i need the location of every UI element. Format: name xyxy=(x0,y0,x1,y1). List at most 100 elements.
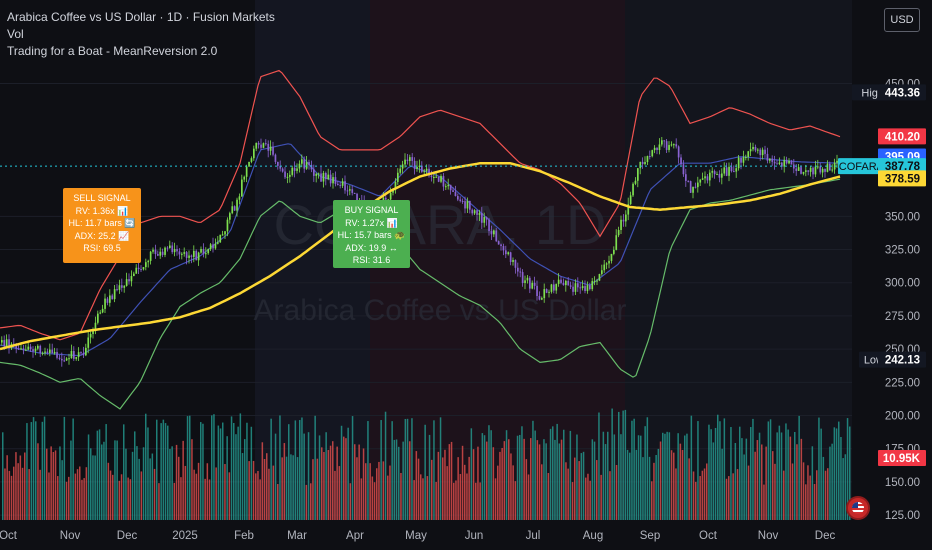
candle-body xyxy=(238,196,241,200)
candle-body xyxy=(418,165,421,167)
candle-body xyxy=(154,249,157,255)
volume-bar xyxy=(343,436,345,520)
price-label-box xyxy=(878,351,926,368)
volume-bar xyxy=(523,438,525,520)
volume-bar xyxy=(193,469,195,520)
volume-bar xyxy=(622,410,624,520)
volume-bar xyxy=(325,432,327,520)
candle-body xyxy=(257,143,260,145)
candle-body xyxy=(183,252,186,254)
candle-body xyxy=(404,159,406,165)
candle-body xyxy=(461,200,464,202)
volume-bar xyxy=(149,458,151,520)
candle-body xyxy=(785,159,788,164)
currency-button[interactable]: USD xyxy=(884,8,920,32)
volume-bar xyxy=(701,470,704,520)
candle-body xyxy=(145,262,147,268)
candle-body xyxy=(581,286,584,289)
volume-bar xyxy=(448,444,451,520)
volume-bar xyxy=(48,472,50,520)
volume-bar xyxy=(563,429,565,520)
volume-bar xyxy=(536,440,539,520)
volume-bar xyxy=(10,475,13,520)
volume-bar xyxy=(116,440,118,520)
volume-bar xyxy=(723,418,726,520)
volume-bar xyxy=(310,483,312,520)
candle-body xyxy=(723,167,726,174)
volume-bar xyxy=(2,432,4,520)
candle-body xyxy=(123,285,126,288)
volume-bar xyxy=(706,463,708,520)
price-label-value: 242.13 xyxy=(885,355,920,367)
volume-bar xyxy=(250,426,253,520)
us-flag-icon[interactable] xyxy=(846,496,870,520)
volume-bar xyxy=(842,458,844,520)
volume-bar xyxy=(747,465,750,520)
candle-body xyxy=(313,169,315,176)
volume-bar xyxy=(796,444,798,520)
candle-body xyxy=(121,285,123,288)
volume-bar xyxy=(217,425,220,520)
candle-body xyxy=(337,183,339,185)
volume-bar xyxy=(431,459,433,520)
candle-body xyxy=(677,146,680,158)
candle-body xyxy=(452,190,454,192)
volume-bar xyxy=(365,463,367,520)
candle-body xyxy=(490,231,493,235)
candle-body xyxy=(401,164,404,169)
volume-bar xyxy=(255,473,257,520)
candle-body xyxy=(577,283,579,288)
volume-indicator-label[interactable]: Vol xyxy=(7,27,24,41)
candle-body xyxy=(819,166,822,173)
candle-body xyxy=(97,313,99,323)
candle-body xyxy=(833,162,836,170)
volume-bar xyxy=(13,466,15,520)
volume-bar xyxy=(356,457,358,520)
candle-body xyxy=(394,181,397,190)
price-label-box xyxy=(878,170,926,187)
candle-body xyxy=(15,345,18,349)
candle-body xyxy=(579,287,582,289)
volume-bar xyxy=(556,423,558,520)
time-tick-label: Mar xyxy=(287,530,307,542)
candle-body xyxy=(255,143,258,149)
volume-bar xyxy=(769,419,772,520)
candle-body xyxy=(831,169,834,171)
volume-bar xyxy=(516,435,519,520)
candle-body xyxy=(569,285,572,287)
candle-body xyxy=(303,159,306,169)
candle-body xyxy=(586,285,589,291)
candle-body xyxy=(63,360,66,362)
volume-bar xyxy=(569,430,572,520)
candle-body xyxy=(87,337,90,348)
candle-body xyxy=(25,349,27,351)
volume-bar xyxy=(756,440,759,520)
volume-bar xyxy=(459,474,462,520)
strategy-indicator-label[interactable]: Trading for a Boat - MeanReversion 2.0 xyxy=(7,44,218,58)
volume-bar xyxy=(94,455,96,520)
chart-title[interactable]: Arabica Coffee vs US Dollar · 1D · Fusio… xyxy=(7,10,275,24)
watermark-name: Arabica Coffee vs US Dollar xyxy=(254,294,627,327)
candle-body xyxy=(279,165,282,169)
volume-bar xyxy=(554,439,556,520)
volume-bar xyxy=(763,484,765,520)
volume-bar xyxy=(70,440,72,520)
volume-bar xyxy=(384,411,387,520)
price-label-value: 10.95K xyxy=(883,453,921,465)
price-label-value: 378.59 xyxy=(885,173,920,185)
candle-body xyxy=(229,213,231,220)
candle-body xyxy=(212,244,214,249)
candle-body xyxy=(473,210,476,214)
candle-body xyxy=(502,246,505,251)
candle-body xyxy=(603,264,606,271)
volume-bar xyxy=(794,431,796,520)
volume-bar xyxy=(640,435,642,520)
candle-body xyxy=(152,249,154,252)
candle-body xyxy=(260,144,262,148)
time-axis-background xyxy=(0,520,932,550)
volume-bar xyxy=(411,418,413,520)
candle-body xyxy=(205,253,207,255)
candle-body xyxy=(284,171,286,178)
volume-bar xyxy=(530,438,532,520)
